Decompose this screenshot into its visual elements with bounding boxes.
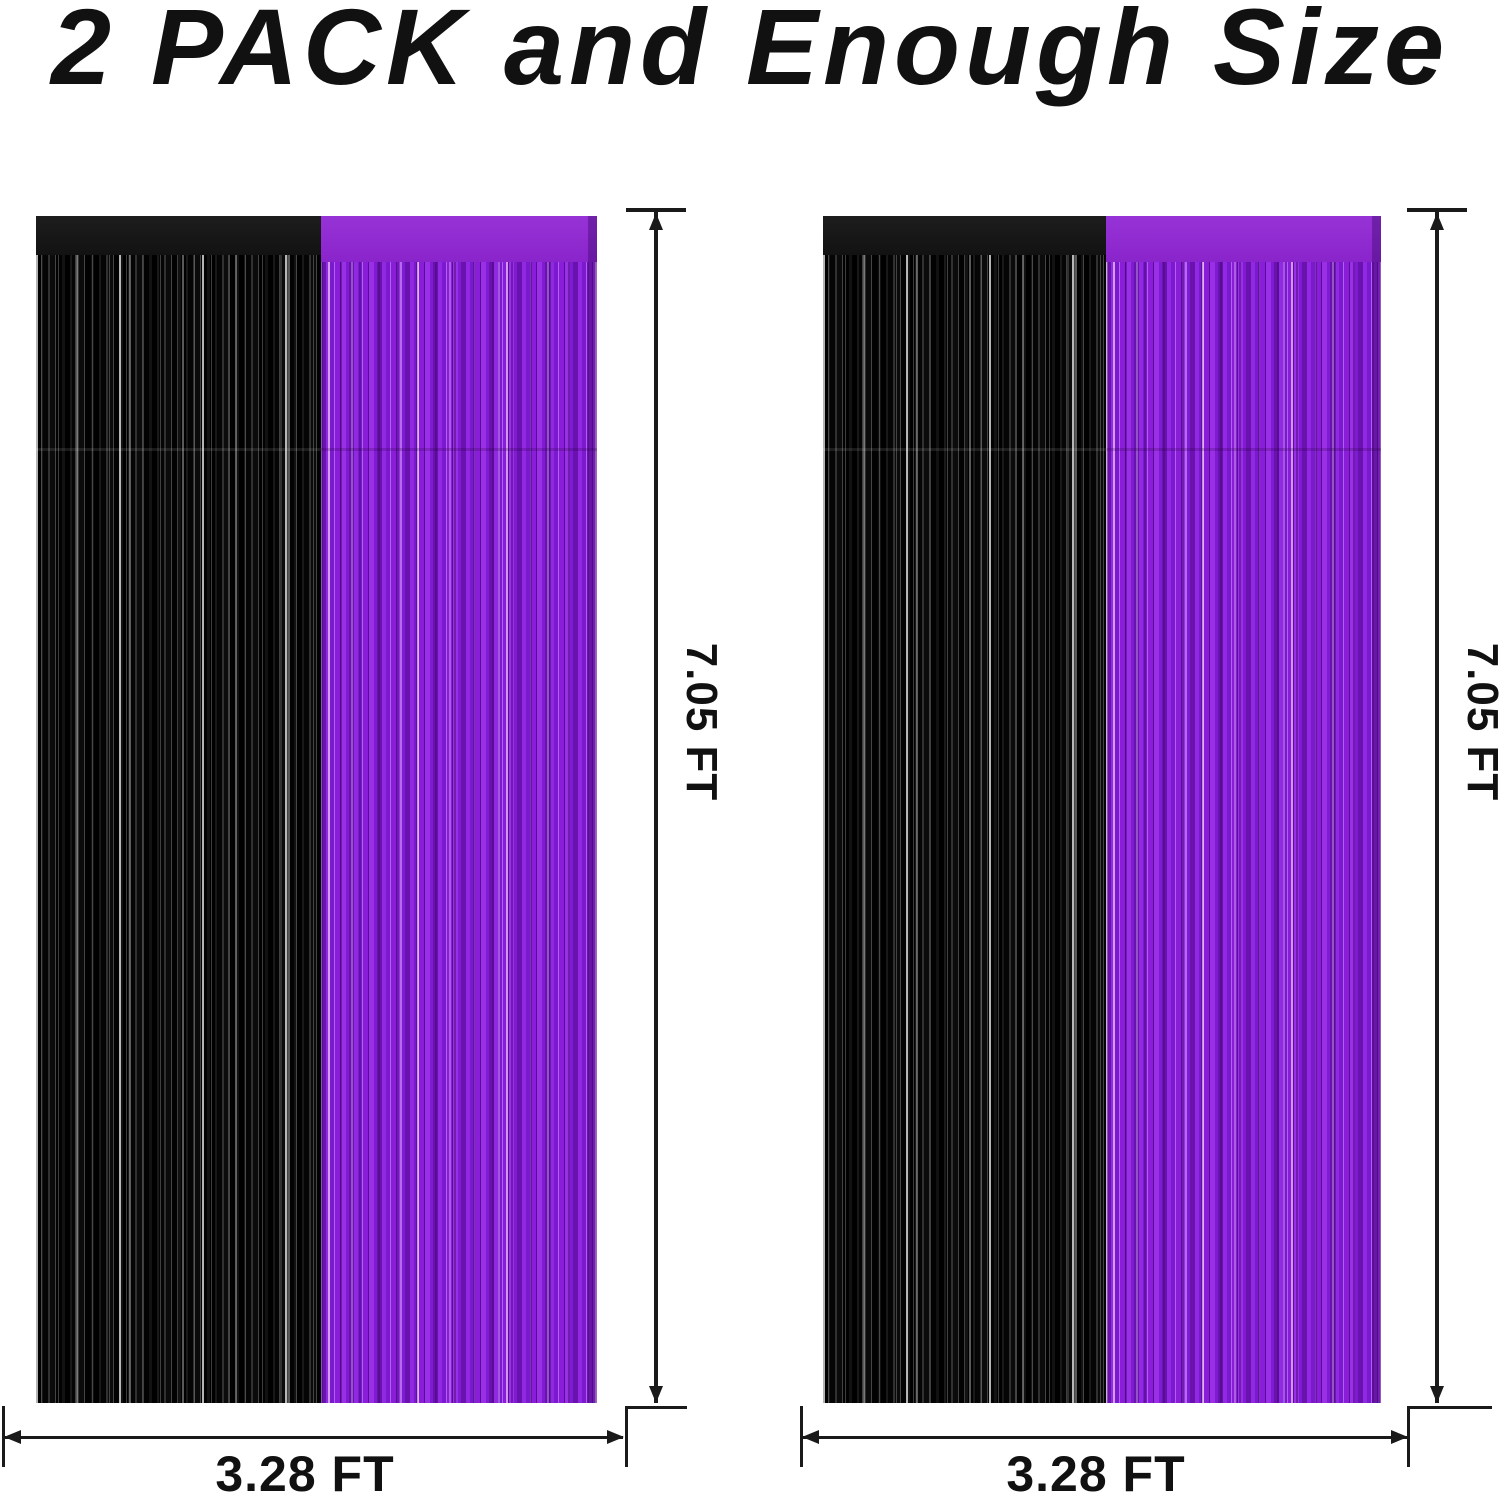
black-foil-half — [36, 216, 321, 1403]
height-dimension-label-1: 7.05 FT — [677, 642, 726, 802]
black-foil-half — [823, 216, 1107, 1403]
width-dimension-line-2 — [802, 1436, 1407, 1439]
black-foil-fringe — [36, 255, 321, 1403]
height-dimension-label-2: 7.05 FT — [1458, 642, 1500, 802]
width-extension-line-right-1 — [625, 1406, 628, 1467]
black-foil-fringe — [823, 255, 1107, 1403]
width-dimension-line-1 — [4, 1436, 623, 1439]
height-dimension-line-2 — [1435, 212, 1439, 1403]
width-dimension-label-1: 3.28 FT — [215, 1446, 395, 1493]
foil-fold-seam — [36, 448, 597, 451]
width-extension-line-left-2 — [800, 1406, 803, 1467]
purple-foil-half — [320, 216, 597, 1403]
arrow-down-icon — [1430, 1386, 1444, 1403]
arrow-down-icon — [649, 1386, 663, 1403]
width-dimension-label-2: 3.28 FT — [1006, 1446, 1186, 1493]
height-extension-line-bottom-1 — [625, 1406, 687, 1409]
curtain-pack-2 — [823, 216, 1381, 1403]
curtain-pack-1 — [36, 216, 597, 1403]
purple-foil-header-band — [1106, 216, 1381, 262]
width-extension-line-right-2 — [1407, 1406, 1410, 1467]
curtain-edge-shadow — [587, 216, 597, 1403]
arrow-up-icon — [1430, 213, 1444, 230]
height-dimension-line-1 — [654, 212, 658, 1403]
purple-foil-fringe — [1106, 262, 1381, 1403]
arrow-left-icon — [802, 1430, 819, 1444]
height-extension-line-top-1 — [626, 208, 686, 212]
foil-fold-seam — [823, 448, 1381, 451]
curtain-edge-shadow — [1371, 216, 1381, 1403]
height-extension-line-bottom-2 — [1407, 1406, 1492, 1409]
black-foil-header-band — [36, 216, 321, 255]
arrow-up-icon — [649, 213, 663, 230]
purple-foil-half — [1106, 216, 1381, 1403]
page-title: 2 PACK and Enough Size — [50, 0, 1450, 107]
arrow-right-icon — [607, 1430, 624, 1444]
width-extension-line-left-1 — [2, 1406, 5, 1467]
arrow-right-icon — [1391, 1430, 1408, 1444]
purple-foil-header-band — [320, 216, 597, 262]
height-extension-line-top-2 — [1407, 208, 1467, 212]
black-foil-header-band — [823, 216, 1107, 255]
arrow-left-icon — [4, 1430, 21, 1444]
purple-foil-fringe — [320, 262, 597, 1403]
